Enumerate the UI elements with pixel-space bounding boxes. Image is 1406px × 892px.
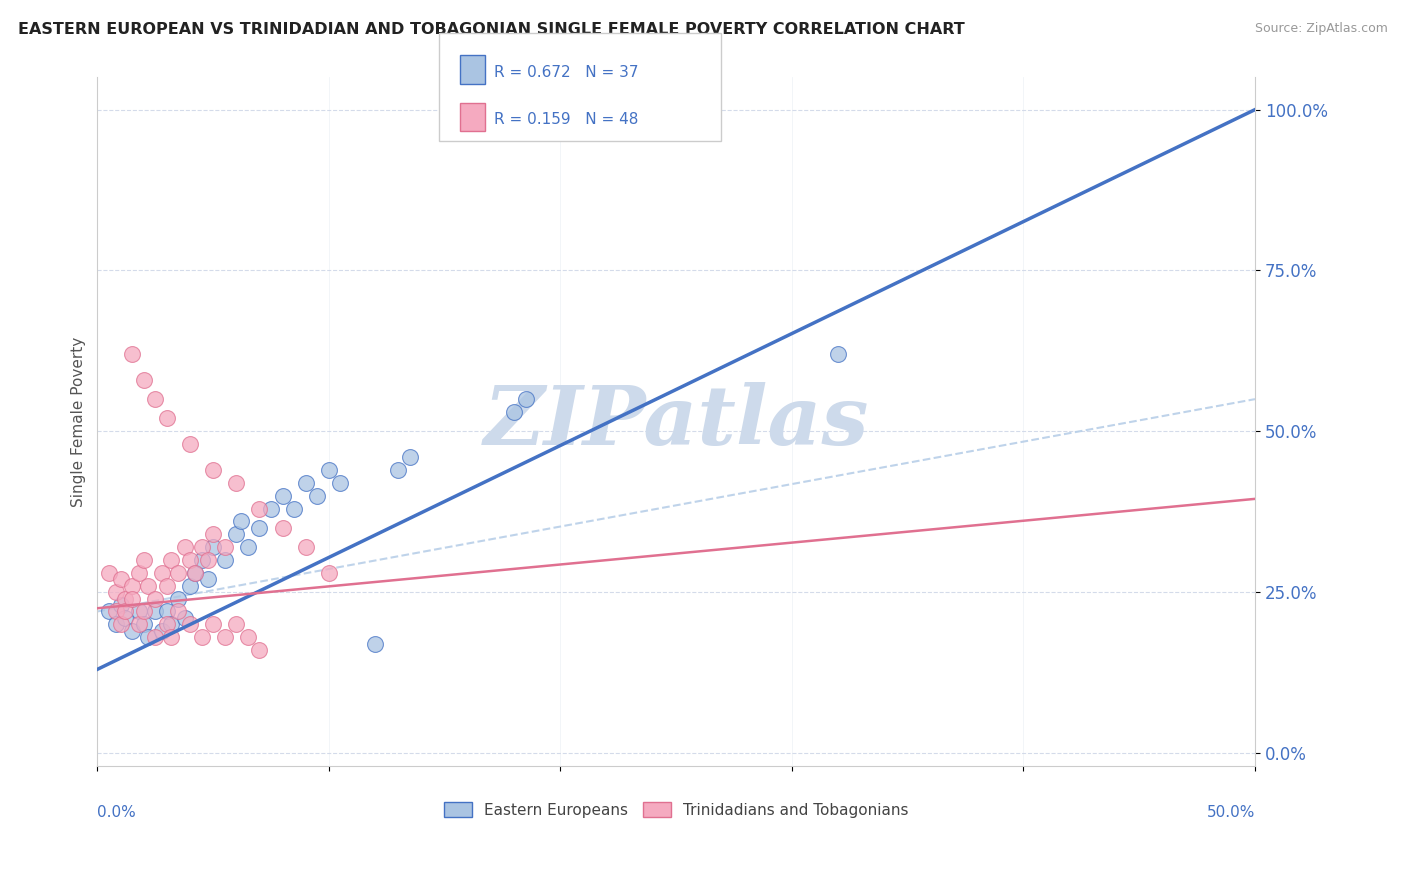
Point [260,501,283,516]
Point [202,617,225,632]
Point [132,617,155,632]
Point [249,521,271,535]
Point [97,604,120,618]
Point [236,540,259,554]
Point [294,540,316,554]
Point [121,579,143,593]
Point [114,604,136,618]
Point [97,566,120,580]
Point [110,598,132,612]
Point [318,566,340,580]
Point [143,392,166,406]
Point [387,463,409,477]
Point [160,617,183,632]
Point [160,553,183,567]
Point [202,540,225,554]
Point [132,553,155,567]
Y-axis label: Single Female Poverty: Single Female Poverty [72,336,86,507]
Point [179,437,201,451]
Point [197,553,219,567]
Point [104,617,127,632]
Point [132,373,155,387]
Point [104,604,127,618]
Point [225,527,247,541]
Point [143,591,166,606]
Point [110,617,132,632]
Point [156,411,179,425]
Point [179,579,201,593]
Point [121,591,143,606]
Point [114,591,136,606]
Text: 50.0%: 50.0% [1206,805,1256,820]
Point [229,515,252,529]
Text: 0.0%: 0.0% [97,805,136,820]
Point [156,617,179,632]
Point [110,572,132,586]
Text: R = 0.159   N = 48: R = 0.159 N = 48 [494,112,638,128]
Point [827,347,849,361]
Point [329,475,352,490]
Point [283,501,305,516]
Point [225,617,247,632]
Point [179,617,201,632]
Text: Source: ZipAtlas.com: Source: ZipAtlas.com [1254,22,1388,36]
Point [132,604,155,618]
Point [167,604,190,618]
Point [503,405,526,419]
Point [114,611,136,625]
Point [136,579,159,593]
Point [364,637,387,651]
Point [214,540,236,554]
Text: EASTERN EUROPEAN VS TRINIDADIAN AND TOBAGONIAN SINGLE FEMALE POVERTY CORRELATION: EASTERN EUROPEAN VS TRINIDADIAN AND TOBA… [18,22,965,37]
Point [190,630,212,644]
Point [197,572,219,586]
Point [150,624,173,638]
Point [318,463,340,477]
Point [294,475,316,490]
Point [174,540,197,554]
Point [174,611,197,625]
Point [183,566,205,580]
Point [249,643,271,657]
Point [307,489,329,503]
Point [167,566,190,580]
Point [167,591,190,606]
Point [214,630,236,644]
Legend: Eastern Europeans, Trinidadians and Tobagonians: Eastern Europeans, Trinidadians and Toba… [437,796,914,823]
Point [121,347,143,361]
Point [202,463,225,477]
Point [143,604,166,618]
Point [128,566,150,580]
Point [515,392,537,406]
Point [271,521,294,535]
Point [190,553,212,567]
Point [183,566,205,580]
Point [136,630,159,644]
Point [249,501,271,516]
Text: ZIPatlas: ZIPatlas [484,382,869,462]
Point [156,579,179,593]
Point [225,475,247,490]
Point [179,553,201,567]
Point [150,566,173,580]
Point [190,540,212,554]
Point [214,553,236,567]
Point [271,489,294,503]
Point [156,604,179,618]
Point [202,527,225,541]
Point [121,624,143,638]
Point [128,604,150,618]
Point [128,617,150,632]
Point [143,630,166,644]
Point [104,585,127,599]
Text: R = 0.672   N = 37: R = 0.672 N = 37 [494,65,638,80]
Point [160,630,183,644]
Point [236,630,259,644]
Point [399,450,422,464]
